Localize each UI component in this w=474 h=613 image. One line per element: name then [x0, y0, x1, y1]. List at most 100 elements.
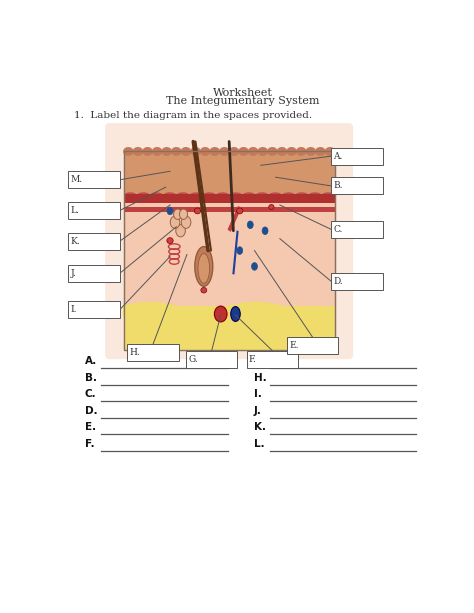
- FancyBboxPatch shape: [331, 221, 383, 238]
- Ellipse shape: [210, 147, 220, 156]
- Ellipse shape: [200, 147, 210, 156]
- FancyBboxPatch shape: [331, 148, 383, 165]
- Text: M.: M.: [71, 175, 83, 185]
- Ellipse shape: [164, 192, 176, 198]
- Ellipse shape: [309, 192, 321, 198]
- Circle shape: [180, 209, 188, 219]
- Ellipse shape: [137, 192, 150, 198]
- Ellipse shape: [243, 192, 255, 198]
- Text: H.: H.: [129, 348, 140, 357]
- Ellipse shape: [123, 147, 134, 156]
- FancyBboxPatch shape: [105, 123, 353, 359]
- Ellipse shape: [229, 192, 242, 198]
- Ellipse shape: [257, 147, 268, 156]
- FancyBboxPatch shape: [68, 301, 120, 318]
- Circle shape: [181, 216, 191, 229]
- Ellipse shape: [283, 192, 295, 198]
- Ellipse shape: [190, 192, 202, 198]
- Ellipse shape: [219, 147, 229, 156]
- Text: F.: F.: [85, 439, 95, 449]
- Text: I.: I.: [71, 305, 77, 314]
- Ellipse shape: [171, 147, 182, 156]
- FancyArrow shape: [228, 206, 241, 232]
- Ellipse shape: [150, 192, 163, 198]
- FancyBboxPatch shape: [124, 207, 335, 212]
- Text: D.: D.: [85, 406, 98, 416]
- Circle shape: [237, 247, 243, 254]
- Ellipse shape: [124, 192, 137, 198]
- Ellipse shape: [195, 246, 213, 286]
- Circle shape: [173, 209, 182, 219]
- Ellipse shape: [296, 147, 306, 156]
- Text: H.: H.: [254, 373, 267, 383]
- Text: L.: L.: [254, 439, 264, 449]
- Ellipse shape: [325, 147, 335, 156]
- FancyBboxPatch shape: [68, 202, 120, 219]
- Ellipse shape: [322, 192, 335, 198]
- Ellipse shape: [133, 147, 143, 156]
- FancyBboxPatch shape: [246, 351, 298, 368]
- FancyBboxPatch shape: [124, 306, 335, 349]
- Text: 1.  Label the diagram in the spaces provided.: 1. Label the diagram in the spaces provi…: [74, 112, 312, 120]
- FancyBboxPatch shape: [124, 151, 335, 349]
- Text: J.: J.: [254, 406, 262, 416]
- Ellipse shape: [216, 192, 229, 198]
- Ellipse shape: [269, 205, 274, 210]
- Ellipse shape: [248, 147, 258, 156]
- Text: F.: F.: [249, 355, 257, 364]
- FancyBboxPatch shape: [331, 273, 383, 290]
- FancyBboxPatch shape: [124, 194, 335, 203]
- Ellipse shape: [201, 287, 207, 293]
- Ellipse shape: [269, 192, 282, 198]
- Text: K.: K.: [71, 237, 81, 246]
- Ellipse shape: [214, 306, 227, 322]
- Text: K.: K.: [254, 422, 266, 432]
- FancyBboxPatch shape: [68, 265, 120, 282]
- Circle shape: [167, 207, 173, 215]
- Ellipse shape: [238, 147, 249, 156]
- Ellipse shape: [152, 147, 163, 156]
- Text: J.: J.: [71, 268, 76, 278]
- Ellipse shape: [231, 306, 240, 321]
- Ellipse shape: [228, 147, 239, 156]
- Text: E.: E.: [85, 422, 96, 432]
- Text: G.: G.: [254, 356, 266, 366]
- FancyBboxPatch shape: [68, 171, 120, 188]
- Text: The Integumentary System: The Integumentary System: [166, 96, 319, 106]
- Text: A.: A.: [333, 151, 343, 161]
- Text: C.: C.: [333, 225, 343, 234]
- Circle shape: [252, 262, 257, 270]
- Ellipse shape: [177, 192, 189, 198]
- Ellipse shape: [237, 208, 243, 214]
- FancyArrow shape: [232, 230, 238, 275]
- FancyBboxPatch shape: [186, 351, 237, 368]
- Ellipse shape: [286, 147, 297, 156]
- Text: D.: D.: [333, 276, 343, 286]
- Ellipse shape: [198, 254, 210, 283]
- Ellipse shape: [194, 208, 201, 214]
- Circle shape: [170, 216, 180, 229]
- Text: G.: G.: [188, 355, 198, 364]
- Ellipse shape: [203, 192, 216, 198]
- Ellipse shape: [305, 147, 316, 156]
- Circle shape: [176, 224, 185, 237]
- Ellipse shape: [162, 147, 172, 156]
- Text: A.: A.: [85, 356, 97, 366]
- FancyBboxPatch shape: [68, 232, 120, 249]
- FancyBboxPatch shape: [287, 337, 338, 354]
- Ellipse shape: [295, 192, 308, 198]
- Text: I.: I.: [254, 389, 262, 399]
- Text: Worksheet: Worksheet: [213, 88, 273, 97]
- Text: B.: B.: [333, 181, 343, 191]
- Ellipse shape: [267, 147, 278, 156]
- Text: E.: E.: [289, 341, 299, 351]
- Circle shape: [247, 221, 253, 229]
- Ellipse shape: [181, 147, 191, 156]
- Text: L.: L.: [71, 206, 80, 215]
- FancyBboxPatch shape: [124, 151, 335, 195]
- Ellipse shape: [256, 192, 268, 198]
- Polygon shape: [124, 302, 335, 316]
- Circle shape: [262, 227, 268, 235]
- Ellipse shape: [315, 147, 326, 156]
- Ellipse shape: [142, 147, 153, 156]
